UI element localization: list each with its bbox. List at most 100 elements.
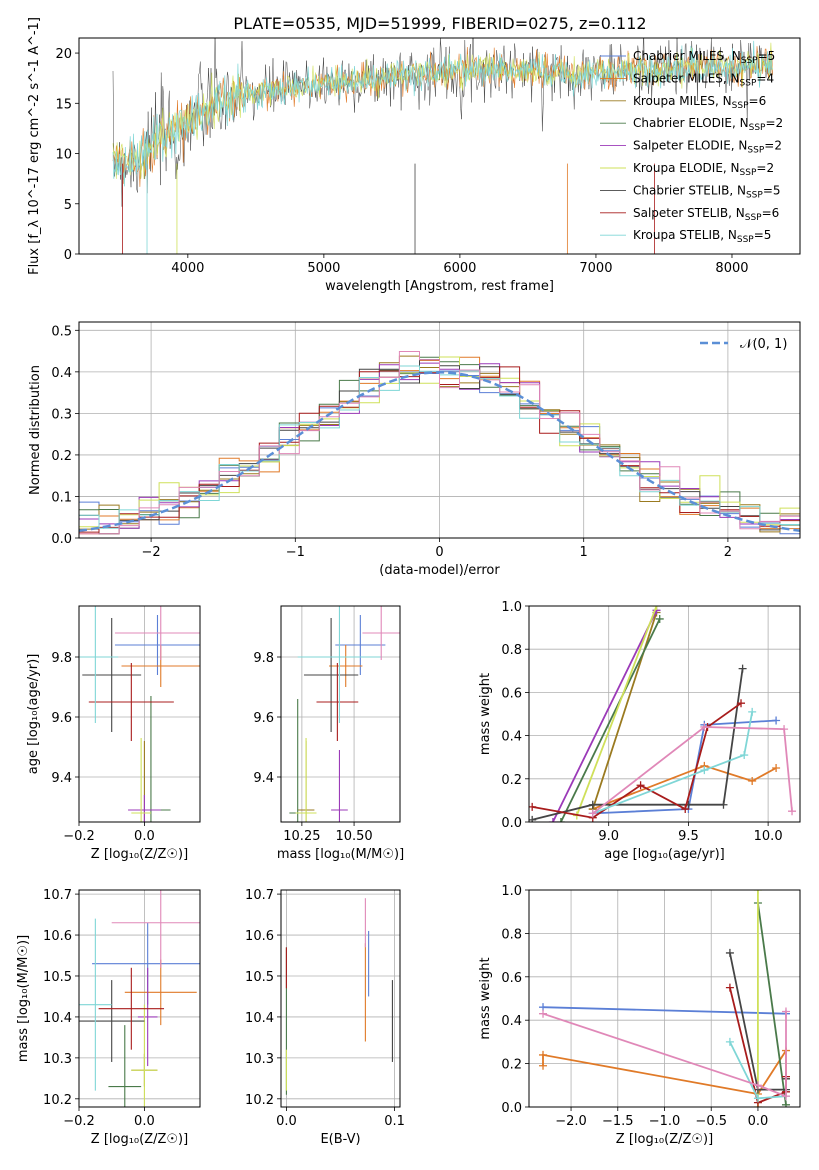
y-axis-label: Flux [f_λ 10^-17 erg cm^-2 s^-1 A^-1] (27, 17, 42, 275)
weight-line-chabrier_stelib (531, 668, 744, 821)
weight-marker-kroupa_stelib (748, 707, 757, 716)
y-tick-label: 0.4 (501, 730, 522, 745)
x-tick-label: 10.0 (754, 829, 783, 844)
y-tick-label: 10.2 (43, 1093, 72, 1108)
legend-entry: 𝒩(0, 1) (740, 337, 787, 352)
x-axis-label: (data-model)/error (379, 563, 500, 578)
normal-curve (79, 371, 800, 532)
y-tick-label: 10.7 (43, 888, 72, 903)
weight-marker-salpeter_miles (772, 764, 781, 772)
weight-line-salpeter_stelib (532, 702, 742, 819)
histogram-pink (79, 351, 800, 535)
weight-marker-chabrier_miles (772, 716, 781, 725)
y-tick-label: 0.2 (501, 1058, 522, 1073)
weight-marker-salpeter_stelib (737, 699, 746, 708)
plot-area (79, 890, 200, 1107)
weight-line-kroupa_stelib (592, 711, 754, 815)
x-tick-label: 0.0 (134, 829, 155, 844)
chart-title: PLATE=0535, MJD=51999, FIBERID=0275, z=0… (233, 14, 646, 33)
legend-entry: Salpeter MILES, NSSP=4 (633, 71, 774, 88)
y-tick-label: 9.8 (51, 651, 72, 666)
y-tick-label: 0.6 (501, 686, 522, 701)
panel-spectrum: 4000 5000 6000 7000 8000 0 5 10 15 20 PLATE=0535, … (27, 14, 801, 294)
x-tick-label: 9.0 (598, 829, 619, 844)
weight-marker-chabrier_stelib (588, 800, 597, 809)
y-tick-label: 10 (55, 148, 72, 163)
weight-marker-pink (780, 725, 789, 734)
weight-marker-kroupa_stelib (740, 751, 749, 760)
plot-area (529, 606, 797, 822)
weight-line-salpeter_elodie (552, 609, 658, 822)
panel-age_vs_mass: 10.25 10.50 9.4 9.6 9.8 mass [log₁₀(M/M☉)] (253, 605, 404, 862)
weight-marker-pink (588, 809, 597, 818)
y-axis-label: mass weight (478, 673, 493, 755)
weight-marker-chabrier_stelib (725, 948, 734, 957)
y-tick-label: 0.0 (51, 532, 72, 547)
y-tick-label: 9.4 (51, 771, 72, 786)
weight-marker-chabrier_elodie (556, 818, 565, 822)
plot-area (539, 890, 790, 1107)
panel-massweight_vs_age: 9.0 9.5 10.0 0.0 0.2 0.4 0.6 0.8 1.0 age [log₁₀(a… (478, 600, 801, 862)
weight-line-pink (542, 1011, 787, 1098)
legend-entry: Salpeter STELIB, NSSP=6 (633, 206, 779, 223)
x-tick-label: 10.50 (335, 829, 372, 844)
weight-marker-pink (781, 1092, 790, 1101)
x-axis-label: Z [log₁₀(Z/Z☉)] (91, 847, 188, 862)
y-axis-label: mass weight (478, 957, 493, 1039)
plot-area (289, 606, 400, 822)
plot-area (285, 898, 393, 1095)
weight-marker-pink (539, 1009, 548, 1018)
x-tick-label: 0.0 (748, 1114, 769, 1129)
y-tick-label: 0.2 (51, 449, 72, 464)
legend: Chabrier MILES, NSSP=5 Salpeter MILES, NS… (600, 49, 783, 245)
y-tick-label: 10.4 (245, 1011, 274, 1026)
axes-frame (78, 37, 801, 255)
y-tick-label: 10.5 (245, 970, 274, 985)
y-tick-label: 0.8 (501, 643, 522, 658)
y-tick-label: 0.5 (51, 324, 72, 339)
weight-marker-chabrier_stelib (719, 800, 728, 809)
weight-marker-salpeter_stelib (681, 805, 690, 814)
panel-mass_vs_Z: −0.2 0.0 10.2 10.3 10.4 10.5 10.6 10.7 Z [log₁₀(… (16, 888, 201, 1147)
x-tick-label: −1.5 (602, 1114, 634, 1129)
x-tick-label: 5000 (307, 261, 340, 276)
y-tick-label: 5 (64, 198, 72, 213)
y-tick-label: 1.0 (501, 600, 522, 615)
y-tick-label: 9.6 (253, 711, 274, 726)
panel-age_vs_Z: −0.2 0.0 9.4 9.6 9.8 Z [log₁₀(Z/Z☉)] age [log₁… (26, 605, 201, 862)
x-tick-label: −0.2 (63, 829, 95, 844)
y-tick-label: 10.3 (245, 1052, 274, 1067)
y-tick-label: 0.6 (501, 971, 522, 986)
axes-frame (78, 605, 201, 823)
panel-massweight_vs_Z: −2.0 −1.5 −1.0 −0.5 0.0 0.0 0.2 0.4 0.6 0.8 1.0 Z [… (478, 884, 801, 1147)
y-tick-label: 10.6 (245, 929, 274, 944)
weight-marker-pink (781, 1007, 790, 1016)
plot-area (79, 606, 200, 822)
y-axis-label: Normed distribution (28, 365, 43, 495)
y-tick-label: 0 (64, 248, 72, 263)
y-tick-label: 9.4 (253, 771, 274, 786)
plot-area (79, 351, 800, 535)
axes-frame (280, 889, 401, 1108)
y-tick-label: 10.7 (245, 888, 274, 903)
x-axis-label: Z [log₁₀(Z/Z☉)] (91, 1132, 188, 1147)
y-tick-label: 20 (55, 47, 72, 62)
weight-marker-salpeter_stelib (529, 802, 537, 811)
x-tick-label: 1 (580, 545, 588, 560)
weight-marker-chabrier_stelib (738, 664, 747, 673)
x-tick-label: 4000 (171, 261, 204, 276)
x-tick-label: 9.5 (678, 829, 699, 844)
y-tick-label: 9.8 (253, 651, 274, 666)
legend-entry: Kroupa ELODIE, NSSP=2 (633, 161, 774, 178)
legend-entry: Salpeter ELODIE, NSSP=2 (633, 139, 782, 156)
y-tick-label: 0.1 (51, 490, 72, 505)
x-axis-label: E(B-V) (320, 1132, 360, 1147)
x-tick-label: 8000 (715, 261, 748, 276)
legend-entry: Kroupa MILES, NSSP=6 (633, 94, 766, 111)
x-tick-label: 2 (724, 545, 732, 560)
y-tick-label: 9.6 (51, 711, 72, 726)
weight-marker-pink (753, 1081, 762, 1090)
y-tick-label: 0.2 (501, 773, 522, 788)
legend-entry: Chabrier ELODIE, NSSP=2 (633, 116, 783, 133)
